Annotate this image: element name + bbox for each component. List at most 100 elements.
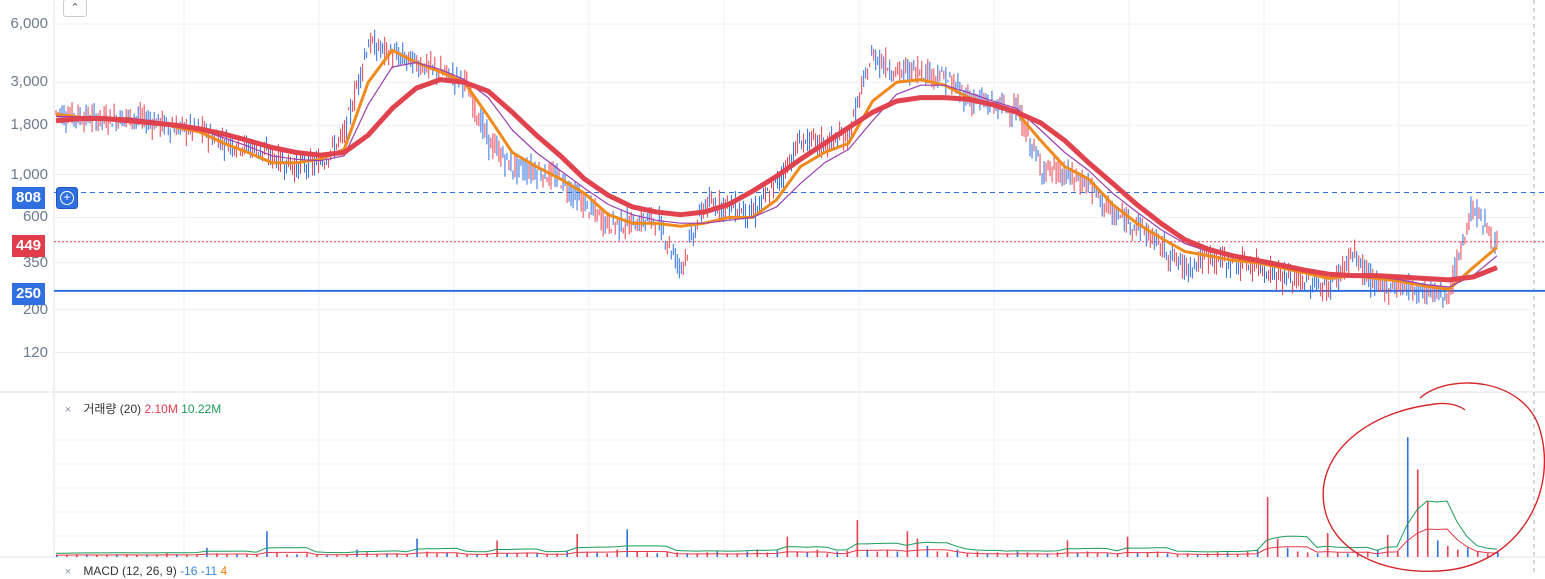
volume-bar [356, 549, 358, 557]
volume-bar [306, 553, 308, 557]
volume-bar [936, 551, 939, 557]
volume-bar [996, 552, 999, 557]
y-tick-label: 6,000 [10, 15, 48, 33]
volume-bar [536, 553, 538, 557]
volume-bar [896, 551, 899, 557]
volume-bar [1486, 553, 1489, 557]
volume-bar [386, 553, 388, 557]
volume-legend-value-2: 10.22M [181, 402, 222, 416]
volume-bar [736, 553, 739, 557]
volume-bar [956, 549, 959, 557]
volume-bar [96, 555, 98, 557]
volume-bar [866, 549, 869, 557]
volume-bar [686, 553, 689, 557]
volume-bar [286, 554, 288, 557]
macd-legend-value-3: 4 [220, 564, 228, 578]
volume-bar [346, 554, 348, 557]
close-icon[interactable]: × [64, 404, 72, 416]
volume-bar [826, 553, 829, 557]
volume-bar [256, 554, 258, 557]
volume-bar [1476, 551, 1479, 557]
volume-bar [216, 553, 218, 557]
volume-bar [1316, 553, 1319, 557]
volume-bar [66, 555, 68, 557]
volume-bar [446, 552, 448, 557]
volume-bar [1406, 437, 1409, 557]
volume-bar [856, 520, 859, 557]
volume-bar [636, 551, 639, 557]
volume-bar [336, 555, 338, 557]
volume-bar [796, 551, 799, 557]
volume-bar [1156, 551, 1159, 557]
volume-bar [1086, 551, 1089, 557]
volume-bar [436, 553, 438, 557]
volume-bar [1286, 547, 1289, 557]
volume-bar [196, 554, 198, 557]
volume-bar [1266, 497, 1269, 557]
macd-legend: × MACD (12, 26, 9) -16 -11 4 [62, 564, 227, 579]
volume-bar [1176, 554, 1179, 557]
macd-legend-title: MACD (12, 26, 9) [83, 564, 177, 578]
volume-bar [506, 553, 508, 557]
volume-bar [156, 555, 158, 557]
volume-bar [406, 554, 408, 557]
volume-bar [1497, 552, 1499, 557]
volume-bar [426, 551, 428, 557]
volume-bar [126, 554, 128, 557]
volume-bar [1146, 552, 1149, 557]
volume-bar [1386, 534, 1389, 557]
volume-bar [76, 554, 78, 557]
collapse-button[interactable]: ⌃ [63, 0, 87, 17]
volume-bar [1196, 554, 1199, 557]
volume-bar [476, 554, 478, 557]
volume-bar [696, 553, 699, 557]
volume-bar [136, 555, 138, 557]
add-alert-icon[interactable]: + [56, 187, 78, 209]
volume-bar [1446, 545, 1449, 557]
y-tick-label: 1,000 [10, 165, 48, 183]
volume-bar [616, 549, 618, 557]
volume-bar [1096, 552, 1099, 557]
macd-legend-value-2: -11 [200, 564, 218, 578]
price-tag-808: 808 [12, 187, 46, 209]
volume-bar [1356, 553, 1359, 557]
volume-bar [646, 552, 649, 557]
volume-bar [976, 551, 979, 557]
volume-bar [1126, 536, 1129, 557]
volume-bar [176, 554, 178, 557]
volume-bar [1186, 553, 1189, 557]
y-tick-label: 350 [22, 253, 48, 271]
volume-bar [1136, 552, 1139, 557]
volume-bar [276, 552, 278, 557]
volume-bar [706, 552, 709, 557]
volume-bar [1056, 552, 1059, 557]
volume-bar [906, 531, 909, 557]
volume-bar [1456, 549, 1459, 557]
close-icon[interactable]: × [64, 566, 72, 578]
volume-bar [146, 555, 148, 557]
volume-bar [1436, 540, 1439, 557]
macd-legend-value-1: -16 [180, 564, 198, 578]
volume-bar [946, 552, 949, 557]
volume-bar [1046, 553, 1049, 557]
volume-bar [1006, 553, 1009, 557]
volume-bar [1236, 554, 1239, 557]
volume-bar [1116, 553, 1119, 557]
volume-bar [1366, 551, 1369, 557]
volume-bar [576, 533, 578, 557]
ma-line-MA-short [55, 48, 1498, 291]
volume-ma-line [56, 528, 1498, 556]
volume-bar [226, 554, 228, 557]
volume-bar [816, 549, 819, 557]
volume-bar [1106, 553, 1109, 557]
volume-bar [1416, 469, 1419, 557]
volume-bar [546, 554, 548, 557]
volume-bar [86, 554, 88, 557]
volume-ma-line [56, 500, 1498, 554]
volume-legend: × 거래량 (20) 2.10M 10.22M [62, 400, 221, 417]
volume-bar [1466, 547, 1469, 557]
volume-bar [1346, 553, 1349, 557]
volume-bar [466, 554, 468, 557]
